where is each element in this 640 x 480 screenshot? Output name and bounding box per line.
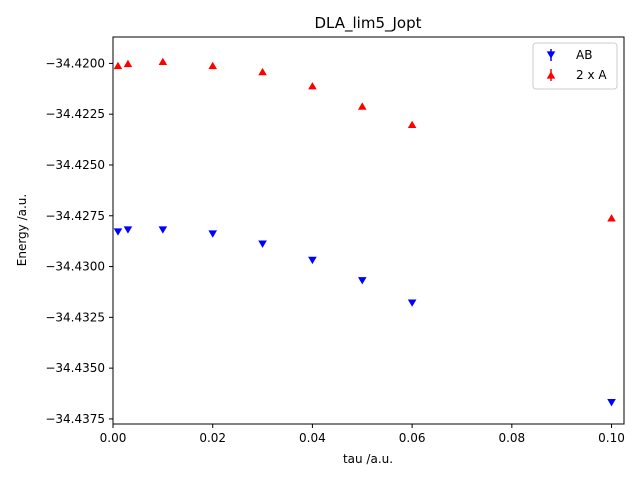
- y-tick-label: −34.4300: [45, 260, 105, 274]
- data-point: [407, 120, 417, 129]
- legend-box: [532, 42, 618, 90]
- x-tick-label: 0.06: [399, 431, 426, 445]
- x-tick-label: 0.00: [100, 431, 127, 445]
- data-point: [607, 214, 616, 222]
- axes-frame: [112, 36, 625, 425]
- y-tick-label: −34.4275: [45, 209, 105, 223]
- legend-label: AB: [576, 48, 592, 62]
- legend-label: 2 x A: [576, 68, 607, 82]
- data-point: [123, 59, 133, 68]
- data-point: [113, 61, 123, 70]
- x-tick-label: 0.02: [199, 431, 226, 445]
- legend-marker: [546, 51, 556, 59]
- series-ab: [113, 226, 616, 407]
- y-tick-label: −34.4200: [45, 56, 105, 70]
- x-tick-label: 0.10: [598, 431, 625, 445]
- data-point: [607, 399, 616, 407]
- data-point: [258, 240, 267, 248]
- data-point: [158, 226, 168, 234]
- series-2xa: [113, 57, 616, 222]
- y-tick-label: −34.4250: [45, 158, 105, 172]
- legend: AB 2 x A: [532, 42, 618, 90]
- data-point: [113, 228, 123, 236]
- y-axis: −34.4200 −34.4225 −34.4250 −34.4275 −34.4300…: [45, 56, 113, 426]
- data-markers: [113, 57, 616, 407]
- data-point: [158, 57, 168, 66]
- data-point: [258, 67, 267, 76]
- legend-marker: [546, 71, 556, 79]
- x-axis-label: tau /a.u.: [343, 452, 393, 466]
- x-tick-label: 0.08: [498, 431, 525, 445]
- y-tick-label: −34.4225: [45, 107, 105, 121]
- x-axis: 0.00 0.02 0.04 0.06 0.08 0.10: [100, 424, 625, 445]
- y-tick-label: −34.4350: [45, 361, 105, 375]
- data-point: [407, 299, 417, 307]
- y-axis-label: Energy /a.u.: [15, 194, 29, 266]
- data-point: [357, 277, 367, 285]
- y-tick-label: −34.4375: [45, 412, 105, 426]
- y-tick-label: −34.4325: [45, 310, 105, 324]
- data-point: [208, 230, 218, 238]
- plot-area: 0.00 0.02 0.04 0.06 0.08 0.10 −34.4200 −34.422…: [45, 36, 625, 445]
- data-point: [308, 256, 317, 265]
- data-point: [123, 226, 133, 234]
- x-tick-label: 0.04: [299, 431, 326, 445]
- data-point: [357, 102, 367, 110]
- data-point: [308, 82, 317, 90]
- chart-title: DLA_lim5_Jopt: [314, 14, 421, 33]
- data-point: [208, 61, 218, 70]
